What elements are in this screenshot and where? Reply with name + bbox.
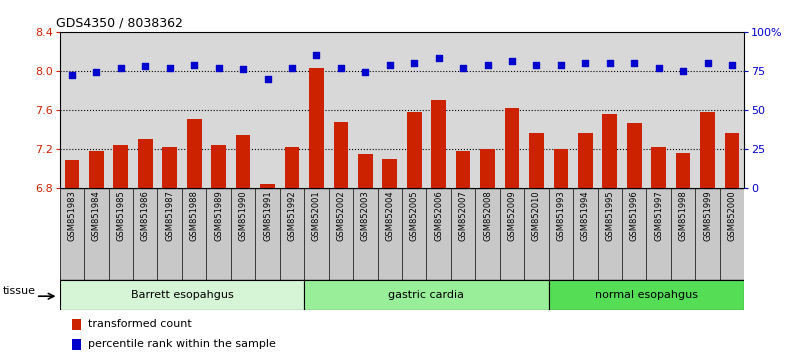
Bar	[187, 119, 201, 188]
Point	[432, 56, 445, 61]
Point	[310, 52, 323, 58]
Bar	[627, 123, 642, 188]
Text: gastric cardia: gastric cardia	[388, 290, 464, 300]
Text: GSM852004: GSM852004	[385, 190, 394, 241]
Text: GSM851993: GSM851993	[556, 190, 565, 241]
Point	[530, 62, 543, 67]
Bar	[456, 150, 470, 188]
Bar	[309, 68, 324, 188]
Point	[188, 62, 201, 67]
Text: GSM851998: GSM851998	[679, 190, 688, 241]
Text: percentile rank within the sample: percentile rank within the sample	[88, 339, 275, 349]
Text: GSM851987: GSM851987	[166, 190, 174, 241]
Text: normal esopahgus: normal esopahgus	[595, 290, 698, 300]
Bar	[334, 122, 348, 188]
Text: GSM851991: GSM851991	[263, 190, 272, 241]
Bar	[162, 147, 177, 188]
Bar	[407, 112, 422, 188]
Point	[726, 62, 739, 67]
Bar	[529, 133, 544, 188]
Text: transformed count: transformed count	[88, 319, 191, 329]
Text: GSM852001: GSM852001	[312, 190, 321, 241]
Text: GSM852008: GSM852008	[483, 190, 492, 241]
Point	[65, 73, 78, 78]
Text: GSM851985: GSM851985	[116, 190, 125, 241]
Point	[359, 69, 372, 75]
Bar	[138, 139, 153, 188]
Text: GDS4350 / 8038362: GDS4350 / 8038362	[57, 16, 183, 29]
Bar	[676, 153, 690, 188]
Text: GSM851986: GSM851986	[141, 190, 150, 241]
Text: GSM852003: GSM852003	[361, 190, 370, 241]
Bar	[114, 145, 128, 188]
Bar	[651, 147, 666, 188]
Text: GSM852009: GSM852009	[508, 190, 517, 241]
Text: Barrett esopahgus: Barrett esopahgus	[131, 290, 233, 300]
Text: GSM851999: GSM851999	[703, 190, 712, 241]
Point	[236, 67, 249, 72]
Bar	[260, 184, 275, 188]
Text: GSM851997: GSM851997	[654, 190, 663, 241]
Text: GSM852005: GSM852005	[410, 190, 419, 241]
Point	[213, 65, 225, 70]
Bar	[553, 149, 568, 188]
Text: GSM851996: GSM851996	[630, 190, 638, 241]
Point	[90, 69, 103, 75]
Bar	[724, 133, 739, 188]
Text: GSM851994: GSM851994	[581, 190, 590, 241]
Point	[115, 65, 127, 70]
Point	[334, 65, 347, 70]
Point	[579, 60, 591, 66]
Bar	[236, 135, 251, 188]
Text: GSM851983: GSM851983	[68, 190, 76, 241]
Text: GSM851992: GSM851992	[287, 190, 296, 241]
Point	[384, 62, 396, 67]
Text: GSM852006: GSM852006	[434, 190, 443, 241]
Bar	[505, 108, 519, 188]
Point	[286, 65, 298, 70]
Bar	[72, 338, 81, 350]
Point	[677, 68, 689, 74]
Text: GSM852000: GSM852000	[728, 190, 736, 241]
Bar	[285, 147, 299, 188]
Point	[701, 60, 714, 66]
Text: GSM851988: GSM851988	[189, 190, 199, 241]
Bar	[431, 100, 446, 188]
Point	[163, 65, 176, 70]
Bar	[358, 154, 373, 188]
Bar	[548, 280, 744, 310]
Bar	[304, 280, 548, 310]
Point	[555, 62, 568, 67]
Point	[408, 60, 420, 66]
Bar	[603, 114, 617, 188]
Text: GSM851984: GSM851984	[92, 190, 101, 241]
Point	[505, 59, 518, 64]
Point	[628, 60, 641, 66]
Bar	[89, 150, 103, 188]
Point	[603, 60, 616, 66]
Bar	[64, 160, 80, 188]
Bar	[211, 145, 226, 188]
Text: GSM852002: GSM852002	[337, 190, 345, 241]
Bar	[382, 159, 397, 188]
Point	[481, 62, 494, 67]
Text: GSM852007: GSM852007	[458, 190, 467, 241]
Bar	[480, 149, 495, 188]
Text: GSM852010: GSM852010	[532, 190, 541, 241]
Bar	[72, 319, 81, 330]
Text: GSM851989: GSM851989	[214, 190, 223, 241]
Point	[652, 65, 665, 70]
Point	[457, 65, 470, 70]
Bar	[700, 112, 715, 188]
Bar	[578, 133, 593, 188]
Text: GSM851995: GSM851995	[605, 190, 615, 241]
Point	[261, 76, 274, 81]
Text: tissue: tissue	[3, 286, 36, 296]
Bar	[60, 280, 304, 310]
Point	[139, 63, 151, 69]
Text: GSM851990: GSM851990	[239, 190, 248, 241]
